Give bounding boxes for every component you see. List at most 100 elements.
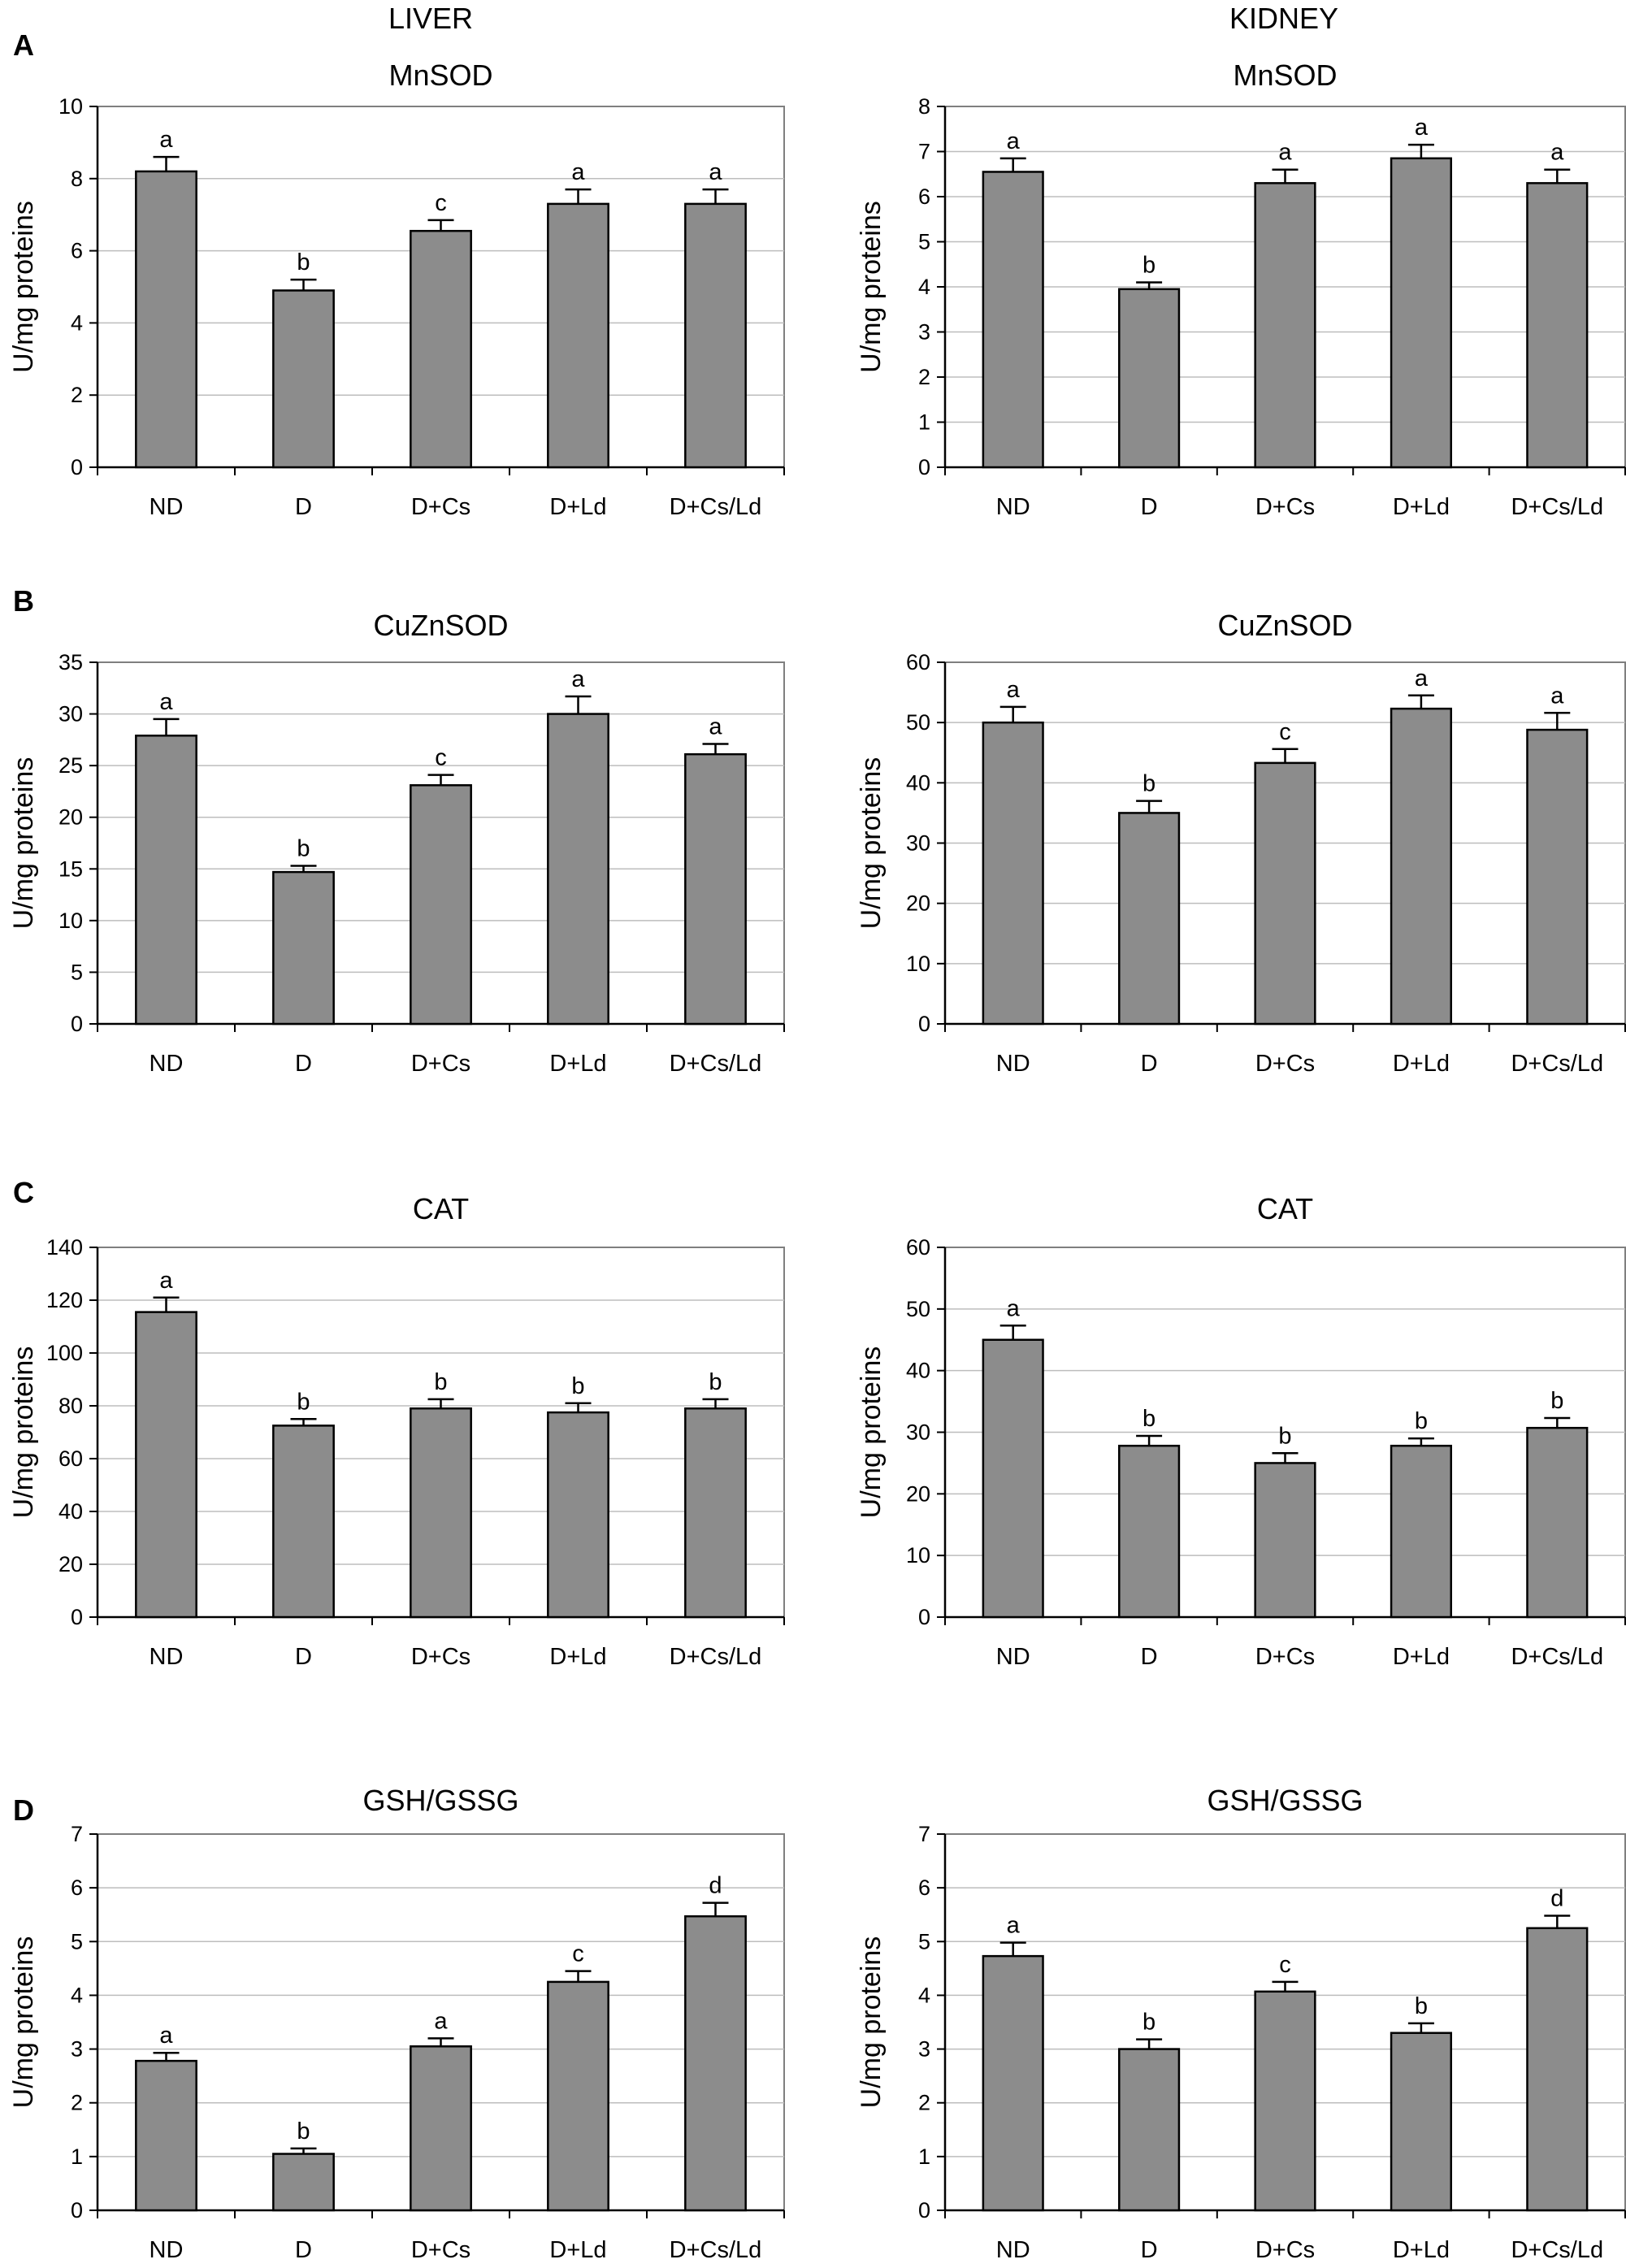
significance-label: a: [1550, 683, 1564, 709]
chart-title: CuZnSOD: [1217, 609, 1352, 642]
bar-d-cs-ld: [684, 1915, 747, 2212]
y-tick-label: 0: [918, 455, 930, 479]
significance-label: b: [571, 1373, 584, 1399]
chart-title: CuZnSOD: [373, 609, 508, 642]
y-tick-label: 10: [59, 909, 83, 933]
panel-letter-a: A: [13, 28, 34, 62]
y-axis-label: U/mg proteins: [8, 1936, 39, 2109]
bar-nd: [135, 2059, 197, 2212]
x-category-label: D: [295, 1644, 312, 1670]
x-category-label: D+Cs/Ld: [670, 1644, 762, 1670]
x-category-label: D: [1141, 2237, 1158, 2263]
significance-label: b: [297, 2118, 310, 2144]
bar-d-ld: [1390, 1444, 1452, 1619]
x-category-label: D+Cs/Ld: [1511, 1644, 1603, 1670]
bar-nd: [982, 1954, 1044, 2212]
x-category-label: D+Cs/Ld: [1511, 1051, 1603, 1077]
y-axis-label: U/mg proteins: [8, 757, 39, 930]
chart-liver-cuznsod: 0 5 10 15 20 25 30 35 a ND b Dc D+Cs a D+Ld a D+Cs/Ld CuZ…: [8, 609, 785, 1077]
x-category-label: ND: [996, 1644, 1030, 1670]
y-tick-label: 6: [71, 239, 83, 263]
x-category-label: ND: [996, 2237, 1030, 2263]
y-tick-label: 0: [71, 2198, 83, 2222]
x-category-label: D: [295, 2237, 312, 2263]
chart-liver-mnsod: 0 2 4 6 8 10 a ND b Dc D+Cs a D+Ld a D+Cs/Ld MnSOD U/mg …: [8, 59, 785, 520]
y-tick-label: 20: [906, 891, 930, 916]
chart-title: CAT: [413, 1192, 469, 1225]
x-category-label: D+Cs: [411, 2237, 470, 2263]
x-category-label: ND: [150, 1051, 184, 1077]
x-category-label: D+Ld: [1393, 1644, 1450, 1670]
bar-nd: [135, 1311, 197, 1619]
significance-label: b: [1415, 1408, 1428, 1434]
x-category-label: D+Cs/Ld: [670, 1051, 762, 1077]
y-tick-label: 4: [71, 310, 83, 335]
y-tick-label: 25: [59, 753, 83, 778]
y-tick-label: 4: [71, 1983, 83, 2007]
x-category-label: D: [1141, 1051, 1158, 1077]
significance-label: a: [571, 159, 585, 185]
y-tick-label: 0: [918, 1605, 930, 1629]
bar-d-ld: [1390, 707, 1452, 1026]
y-axis-label: U/mg proteins: [856, 1936, 887, 2109]
y-tick-label: 0: [71, 455, 83, 479]
bar-d-cs-ld: [684, 202, 747, 469]
y-tick-label: 7: [918, 1822, 930, 1846]
x-category-label: D+Ld: [1393, 2237, 1450, 2263]
y-tick-label: 40: [906, 770, 930, 795]
y-axis-label: U/mg proteins: [8, 201, 39, 373]
significance-label: a: [434, 2008, 448, 2034]
y-tick-label: 10: [906, 1543, 930, 1568]
y-tick-label: 6: [918, 1876, 930, 1900]
x-category-label: D+Ld: [549, 2237, 606, 2263]
bar-d: [1118, 812, 1181, 1026]
bar-nd: [135, 735, 197, 1026]
bar-d-ld: [547, 1411, 609, 1619]
bar-d-ld: [547, 202, 609, 469]
bar-d: [1118, 2048, 1181, 2212]
column-title-kidney: KIDNEY: [1229, 2, 1338, 35]
significance-label: a: [1278, 140, 1292, 166]
y-tick-label: 10: [906, 952, 930, 976]
chart-title: CAT: [1257, 1192, 1313, 1225]
y-tick-label: 40: [59, 1499, 83, 1524]
y-tick-label: 60: [906, 1235, 930, 1260]
chart-title: MnSOD: [388, 59, 492, 92]
panel-letter-b: B: [13, 584, 34, 618]
bar-d: [272, 1425, 335, 1619]
panel-letter-d: D: [13, 1793, 34, 1827]
y-tick-label: 2: [918, 2091, 930, 2115]
chart-kidney-gsh-gssg: 0 1 2 3 4 5 6 7 a ND b Dc D+Cs b D+Ld d D+Cs/Ld GSH/GSSG U…: [856, 1784, 1626, 2263]
significance-label: b: [1278, 1423, 1291, 1449]
y-tick-label: 2: [918, 365, 930, 389]
x-category-label: D: [295, 494, 312, 520]
x-category-label: D+Cs: [411, 494, 470, 520]
bar-d-cs: [410, 1407, 472, 1619]
x-category-label: D+Cs: [411, 1051, 470, 1077]
y-tick-label: 5: [71, 960, 83, 984]
significance-label: b: [1143, 1406, 1156, 1432]
significance-label: b: [434, 1369, 447, 1395]
bar-d: [1118, 1444, 1181, 1619]
bar-d-cs-ld: [1526, 182, 1589, 469]
bar-d-cs-ld: [1526, 728, 1589, 1026]
chart-liver-cat: 0 20 40 60 80 100 120 140 a ND b Db D+Cs b D+Ld b D+Cs/L…: [8, 1192, 785, 1670]
y-tick-label: 35: [59, 650, 83, 674]
y-tick-label: 5: [918, 230, 930, 254]
y-tick-label: 20: [59, 805, 83, 830]
significance-label: b: [1143, 2010, 1156, 2036]
chart-title: GSH/GSSG: [1207, 1784, 1363, 1817]
x-category-label: D+Cs/Ld: [1511, 494, 1603, 520]
chart-kidney-mnsod: 0 1 2 3 4 5 6 7 8 a ND b Da D+Cs a D+Ld a D+Cs/Ld MnSOD U/m…: [856, 59, 1626, 520]
x-category-label: D+Ld: [1393, 494, 1450, 520]
bar-d: [272, 289, 335, 469]
y-tick-label: 10: [59, 94, 83, 119]
y-tick-label: 2: [71, 383, 83, 407]
y-tick-label: 6: [71, 1876, 83, 1900]
significance-label: d: [709, 1873, 722, 1899]
y-tick-label: 8: [918, 94, 930, 119]
significance-label: a: [159, 127, 173, 153]
x-category-label: ND: [996, 494, 1030, 520]
bar-nd: [982, 171, 1044, 469]
